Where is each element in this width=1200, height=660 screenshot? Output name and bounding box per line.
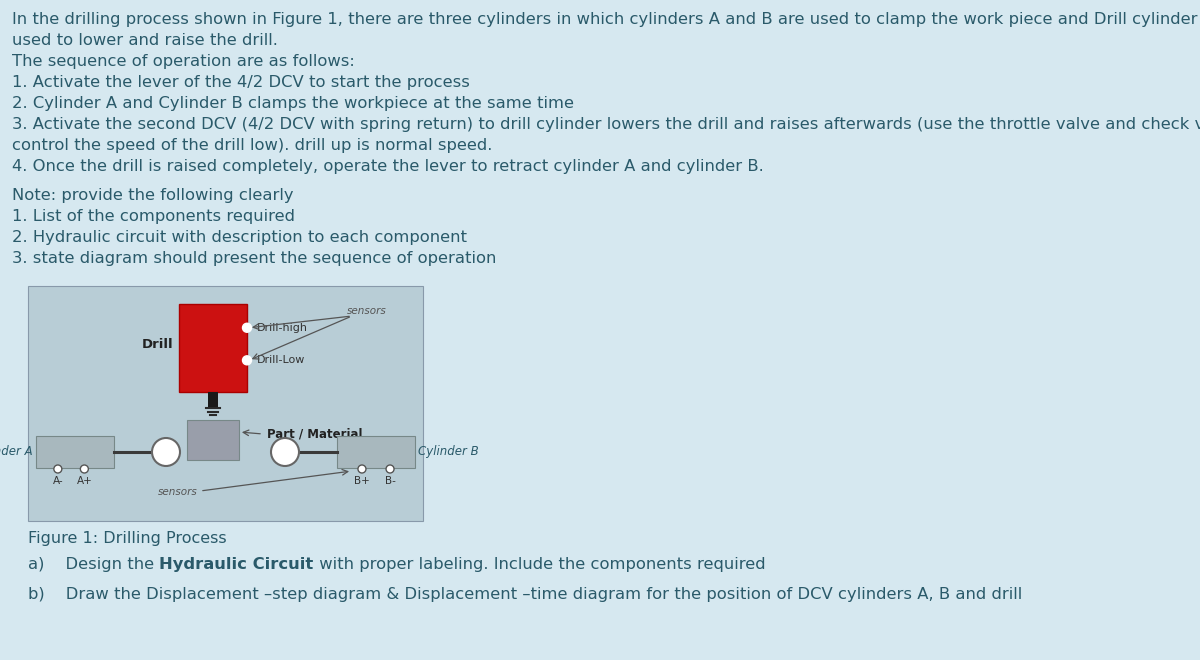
Text: 3. state diagram should present the sequence of operation: 3. state diagram should present the sequ… <box>12 251 497 266</box>
Text: The sequence of operation are as follows:: The sequence of operation are as follows… <box>12 54 355 69</box>
Circle shape <box>152 438 180 466</box>
Text: B+: B+ <box>354 476 370 486</box>
Text: Figure 1: Drilling Process: Figure 1: Drilling Process <box>28 531 227 546</box>
Text: control the speed of the drill low). drill up is normal speed.: control the speed of the drill low). dri… <box>12 138 492 153</box>
Text: B-: B- <box>385 476 396 486</box>
Text: 3. Activate the second DCV (4/2 DCV with spring return) to drill cylinder lowers: 3. Activate the second DCV (4/2 DCV with… <box>12 117 1200 132</box>
Circle shape <box>386 465 394 473</box>
Circle shape <box>271 438 299 466</box>
Text: Part / Material: Part / Material <box>266 428 362 440</box>
Text: 1. List of the components required: 1. List of the components required <box>12 209 295 224</box>
Text: Drill: Drill <box>142 338 173 351</box>
FancyBboxPatch shape <box>179 304 247 392</box>
FancyBboxPatch shape <box>208 392 218 408</box>
Text: sensors: sensors <box>347 306 386 316</box>
Circle shape <box>54 465 62 473</box>
Circle shape <box>242 323 252 332</box>
Circle shape <box>358 465 366 473</box>
Text: Note: provide the following clearly: Note: provide the following clearly <box>12 188 294 203</box>
Text: 2. Cylinder A and Cylinder B clamps the workpiece at the same time: 2. Cylinder A and Cylinder B clamps the … <box>12 96 574 111</box>
Text: Hydraulic Circuit: Hydraulic Circuit <box>160 557 313 572</box>
FancyBboxPatch shape <box>36 436 114 468</box>
Text: 4. Once the drill is raised completely, operate the lever to retract cylinder A : 4. Once the drill is raised completely, … <box>12 159 763 174</box>
Text: Drill-high: Drill-high <box>257 323 308 333</box>
Text: sensors: sensors <box>158 487 198 497</box>
FancyBboxPatch shape <box>28 286 424 521</box>
Text: A+: A+ <box>77 476 92 486</box>
Circle shape <box>242 356 252 365</box>
FancyBboxPatch shape <box>187 420 239 460</box>
Text: In the drilling process shown in Figure 1, there are three cylinders in which cy: In the drilling process shown in Figure … <box>12 12 1200 27</box>
Text: 1. Activate the lever of the 4/2 DCV to start the process: 1. Activate the lever of the 4/2 DCV to … <box>12 75 470 90</box>
Text: b)    Draw the Displacement –step diagram & Displacement –time diagram for the p: b) Draw the Displacement –step diagram &… <box>28 587 1022 602</box>
Text: 2. Hydraulic circuit with description to each component: 2. Hydraulic circuit with description to… <box>12 230 467 245</box>
Text: Cylinder A: Cylinder A <box>0 446 34 459</box>
Text: a)    Design the: a) Design the <box>28 557 160 572</box>
FancyBboxPatch shape <box>337 436 415 468</box>
Text: A-: A- <box>53 476 64 486</box>
Text: Drill-Low: Drill-Low <box>257 355 305 366</box>
Text: with proper labeling. Include the components required: with proper labeling. Include the compon… <box>313 557 766 572</box>
Text: used to lower and raise the drill.: used to lower and raise the drill. <box>12 33 278 48</box>
Text: Cylinder B: Cylinder B <box>418 446 479 459</box>
Circle shape <box>80 465 89 473</box>
